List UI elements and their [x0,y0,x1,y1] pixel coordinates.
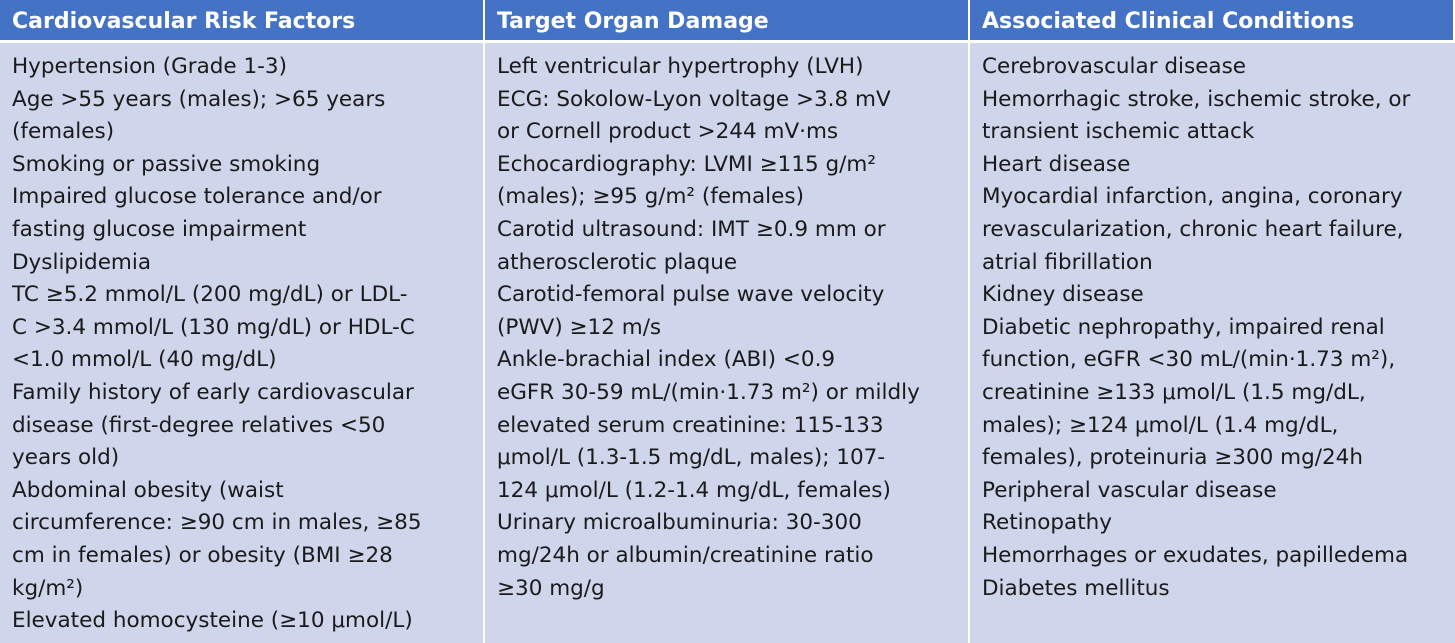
column-risk-factors: Hypertension (Grade 1-3) Age >55 years (m… [0,43,485,643]
table-cell-line: cm in females) or obesity (BMI ≥28 [12,542,393,568]
table-cell-line: or Cornell product >244 mV·ms [497,119,839,145]
table-cell-line: Diabetes mellitus [982,575,1170,601]
table-cell-line: (females) [12,119,115,145]
table-cell-line: <1.0 mmol/L (40 mg/dL) [12,347,277,373]
table-cell-line: Elevated homocysteine (≥10 μmol/L) [12,608,413,634]
table-cell-line: Impaired glucose tolerance and/or [12,184,382,210]
header-risk-factors: Cardiovascular Risk Factors [0,0,485,43]
table-cell-line: Urinary microalbuminuria: 30-300 [497,510,862,536]
table-cell-line: atherosclerotic plaque [497,249,738,275]
table-cell-line: Hemorrhagic stroke, ischemic stroke, or [982,86,1411,112]
table-cell-line: Cerebrovascular disease [982,54,1247,79]
table-cell-line: transient ischemic attack [982,119,1255,145]
table-cell-line: Left ventricular hypertrophy (LVH) [497,54,864,79]
table-cell-line: atrial fibrillation [982,249,1153,275]
table-cell-line: C >3.4 mmol/L (130 mg/dL) or HDL-C [12,314,415,340]
table-cell-line: Ankle-brachial index (ABI) <0.9 [497,347,836,373]
table-cell-line: creatinine ≥133 μmol/L (1.5 mg/dL, [982,379,1366,405]
table-cell-line: females), proteinuria ≥300 mg/24h [982,445,1363,471]
table-cell-line: elevated serum creatinine: 115-133 [497,412,884,438]
table-cell-line: Abdominal obesity (waist [12,477,284,503]
table-cell-line: disease (first-degree relatives <50 [12,412,386,438]
table-cell-line: 124 μmol/L (1.2-1.4 mg/dL, females) [497,477,891,503]
table-cell-line: Peripheral vascular disease [982,477,1277,503]
column-clinical-conditions: Cerebrovascular disease Hemorrhagic strok… [970,43,1455,643]
table-cell-line: males); ≥124 μmol/L (1.4 mg/dL, [982,412,1339,438]
header-target-organ-damage: Target Organ Damage [485,0,970,43]
table-cell-line: Age >55 years (males); >65 years [12,86,386,112]
table-cell-line: Kidney disease [982,282,1144,308]
table-cell-line: Retinopathy [982,510,1112,536]
table-cell-line: TC ≥5.2 mmol/L (200 mg/dL) or LDL- [12,282,408,308]
table-cell-line: mg/24h or albumin/creatinine ratio [497,542,874,568]
table-cell-line: Carotid ultrasound: IMT ≥0.9 mm or [497,216,886,242]
table-cell-line: (males); ≥95 g/m² (females) [497,184,804,210]
table-cell-line: ≥30 mg/g [497,575,605,601]
table-cell-line: Diabetic nephropathy, impaired renal [982,314,1385,340]
table-cell-line: Family history of early cardiovascular [12,379,414,405]
table-cell-line: function, eGFR <30 mL/(min·1.73 m²), [982,347,1396,373]
table-cell-line: ECG: Sokolow-Lyon voltage >3.8 mV [497,86,891,112]
table-cell-line: years old) [12,445,120,471]
column-target-organ-damage: Left ventricular hypertrophy (LVH) ECG: S… [485,43,970,643]
table-cell-line: Myocardial infarction, angina, coronary [982,184,1403,210]
table-cell-line: Smoking or passive smoking [12,151,321,177]
table-cell-line: Carotid-femoral pulse wave velocity [497,282,885,308]
table-cell-line: Dyslipidemia [12,249,152,275]
table-cell-line: kg/m²) [12,575,84,601]
table-cell-line: circumference: ≥90 cm in males, ≥85 [12,510,422,536]
table-cell-line: Hypertension (Grade 1-3) [12,54,287,79]
table-cell-line: eGFR 30-59 mL/(min·1.73 m²) or mildly [497,379,920,405]
table-cell-line: Hemorrhages or exudates, papilledema [982,542,1409,568]
table-cell-line: revascularization, chronic heart failure… [982,216,1404,242]
table-cell-line: fasting glucose impairment [12,216,307,242]
table-cell-line: μmol/L (1.3-1.5 mg/dL, males); 107- [497,445,886,471]
table-cell-line: Echocardiography: LVMI ≥115 g/m² [497,151,876,177]
table-cell-line: Heart disease [982,151,1131,177]
header-clinical-conditions: Associated Clinical Conditions [970,0,1455,43]
table-cell-line: (PWV) ≥12 m/s [497,314,662,340]
